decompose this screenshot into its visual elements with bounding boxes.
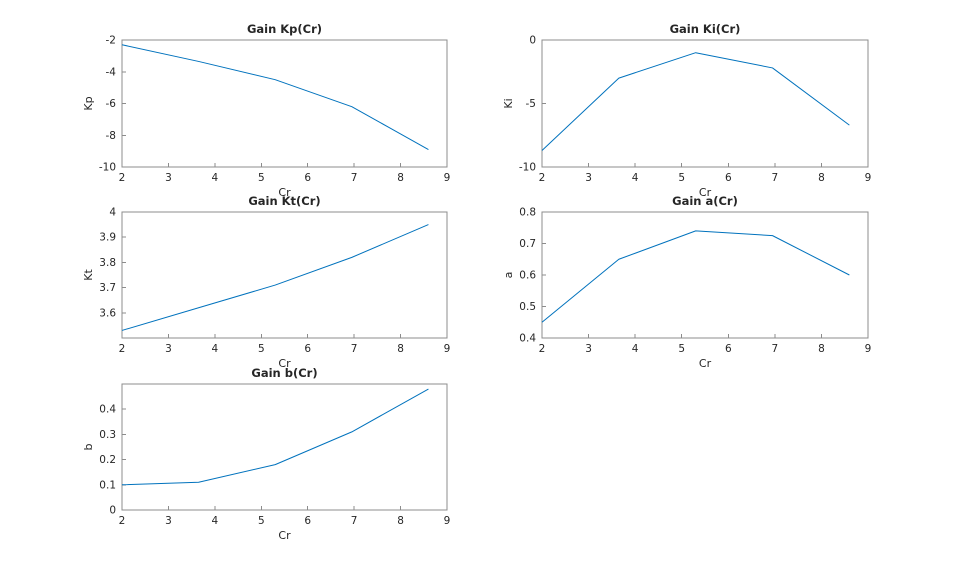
x-tick-label: 8 — [397, 515, 404, 527]
y-axis-label: Kt — [82, 269, 95, 281]
y-tick-label: 3.7 — [99, 282, 116, 294]
x-tick-label: 6 — [725, 343, 732, 355]
y-tick-label: 3.8 — [99, 257, 116, 269]
y-tick-label: 0.5 — [519, 301, 536, 313]
y-tick-label: 0.4 — [519, 333, 536, 345]
y-tick-label: 0.3 — [99, 429, 116, 441]
y-tick-label: 0.2 — [99, 454, 116, 466]
y-tick-label: -10 — [519, 162, 536, 174]
data-line — [121, 388, 429, 486]
x-tick-label: 8 — [397, 172, 404, 184]
data-line — [541, 230, 850, 323]
subplot-gain-kt: 2 3 4 5 6 7 8 9 3.6 3.7 3.8 3.9 4 Gain Kt(Cr) Cr Kt — [82, 194, 450, 370]
x-tick-label: 2 — [539, 343, 546, 355]
y-axis-label: Ki — [502, 98, 515, 108]
x-tick-label: 3 — [165, 515, 172, 527]
axes-box — [121, 39, 448, 168]
x-tick-label: 8 — [397, 343, 404, 355]
y-tick-label: -4 — [106, 66, 117, 78]
x-tick-label: 3 — [165, 343, 172, 355]
y-tick-label: -6 — [106, 98, 117, 110]
x-axis-label: Cr — [278, 186, 291, 199]
plot-title: Gain Kt(Cr) — [248, 194, 320, 208]
x-tick-label: 8 — [818, 343, 825, 355]
y-axis-label: a — [502, 272, 515, 279]
x-tick-label: 9 — [865, 172, 872, 184]
data-line — [121, 224, 429, 331]
x-tick-label: 7 — [351, 172, 358, 184]
x-tick-label: 8 — [818, 172, 825, 184]
y-tick-label: 0.4 — [99, 404, 116, 416]
x-tick-label: 9 — [444, 172, 451, 184]
plot-title: Gain a(Cr) — [672, 194, 738, 208]
plot-title: Gain Ki(Cr) — [670, 22, 741, 36]
x-tick-label: 7 — [772, 343, 779, 355]
y-tick-label: 0 — [109, 505, 116, 517]
x-tick-label: 4 — [632, 172, 639, 184]
subplot-gain-a: 2 3 4 5 6 7 8 9 0.4 0.5 0.6 0.7 0.8 Gain a(Cr) Cr a — [502, 194, 871, 370]
x-tick-label: 6 — [304, 515, 311, 527]
x-tick-label: 7 — [772, 172, 779, 184]
y-tick-label: 3.9 — [99, 232, 116, 244]
y-tick-label: 3.6 — [99, 307, 116, 319]
x-tick-label: 5 — [258, 515, 265, 527]
axes-box — [541, 39, 869, 168]
y-tick-label: 4 — [109, 207, 116, 219]
subplot-gain-ki: 2 3 4 5 6 7 8 9 -10 -5 0 Gain Ki(Cr) Cr Ki — [502, 22, 871, 199]
y-axis-label: Kp — [82, 96, 95, 110]
x-tick-label: 9 — [444, 343, 451, 355]
y-axis-label: b — [82, 443, 95, 450]
x-tick-label: 6 — [725, 172, 732, 184]
x-tick-label: 5 — [258, 343, 265, 355]
axes-box — [121, 211, 448, 339]
x-tick-label: 6 — [304, 172, 311, 184]
x-tick-label: 2 — [539, 172, 546, 184]
subplot-gain-kp: 2 3 4 5 6 7 8 9 -10 -8 -6 -4 -2 Gain Kp(Cr) Cr Kp — [82, 22, 450, 199]
x-axis-label: Cr — [699, 357, 712, 370]
y-tick-label: 0.8 — [519, 207, 536, 219]
axes-box — [121, 383, 448, 511]
x-tick-label: 4 — [212, 515, 219, 527]
x-axis-label: Cr — [278, 357, 291, 370]
plot-title: Gain b(Cr) — [251, 366, 317, 380]
axes-box — [541, 211, 869, 339]
x-tick-label: 9 — [444, 515, 451, 527]
x-tick-label: 3 — [165, 172, 172, 184]
x-tick-label: 3 — [585, 172, 592, 184]
x-tick-label: 9 — [865, 343, 872, 355]
subplot-gain-b: 2 3 4 5 6 7 8 9 0 0.1 0.2 0.3 0.4 Gain b(Cr) Cr b — [82, 366, 450, 542]
y-tick-label: 0.6 — [519, 270, 536, 282]
y-tick-label: -8 — [106, 130, 116, 142]
y-tick-label: -10 — [99, 162, 116, 174]
data-line — [121, 44, 429, 150]
x-tick-label: 5 — [678, 343, 685, 355]
x-tick-label: 2 — [119, 172, 126, 184]
x-tick-label: 7 — [351, 515, 358, 527]
x-tick-label: 6 — [304, 343, 311, 355]
x-axis-label: Cr — [278, 529, 291, 542]
x-tick-label: 2 — [119, 343, 126, 355]
y-tick-label: 0.1 — [99, 479, 116, 491]
data-line — [541, 52, 850, 151]
y-tick-label: 0.7 — [519, 238, 536, 250]
x-tick-label: 4 — [632, 343, 639, 355]
plot-title: Gain Kp(Cr) — [247, 22, 322, 36]
x-tick-label: 4 — [212, 172, 219, 184]
x-axis-label: Cr — [699, 186, 712, 199]
x-tick-label: 5 — [258, 172, 265, 184]
x-tick-label: 7 — [351, 343, 358, 355]
y-tick-label: 0 — [529, 35, 536, 47]
x-tick-label: 2 — [119, 515, 126, 527]
y-tick-label: -2 — [106, 35, 116, 47]
x-tick-label: 5 — [678, 172, 685, 184]
y-tick-label: -5 — [526, 98, 536, 110]
x-tick-label: 3 — [585, 343, 592, 355]
x-tick-label: 4 — [212, 343, 219, 355]
